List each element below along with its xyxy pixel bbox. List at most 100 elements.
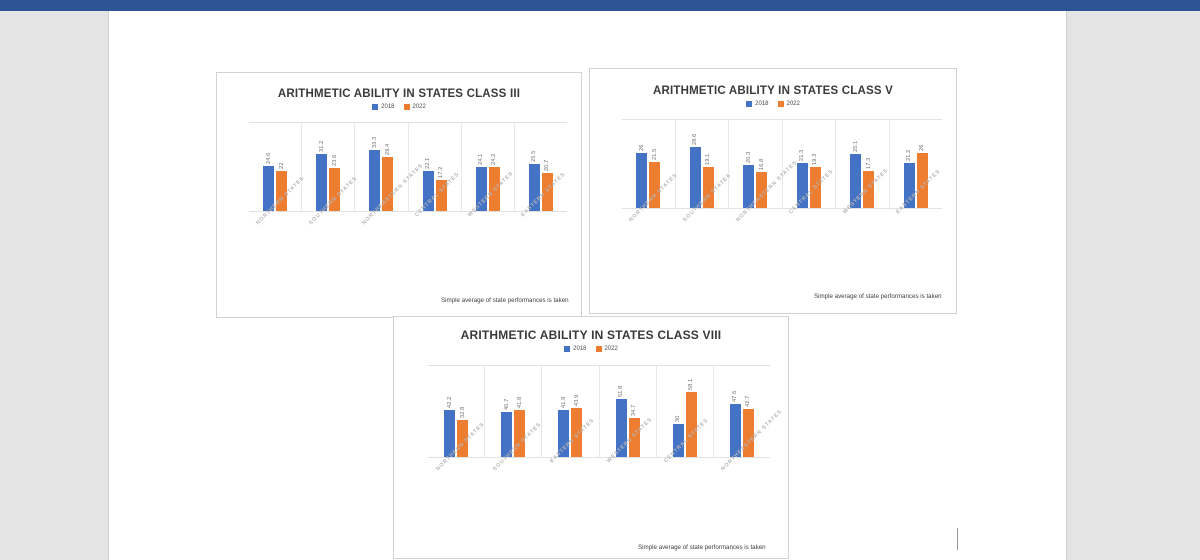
bar-2022[interactable]: 58.1 (685, 366, 697, 457)
bar-2022[interactable]: 20.7 (541, 123, 553, 211)
bar-rect (756, 172, 768, 208)
bar-rect (615, 399, 627, 457)
bar-2018[interactable]: 41.9 (558, 366, 570, 457)
bar-2018[interactable]: 40.7 (501, 366, 513, 457)
bar-2018[interactable]: 21.2 (903, 120, 915, 208)
bar-2022[interactable]: 41.8 (514, 366, 526, 457)
chart-class-iii[interactable]: ARITHMETIC ABILITY IN STATES CLASS III 2… (216, 72, 582, 318)
bar-rect (689, 147, 701, 208)
workspace-right-margin (1066, 11, 1200, 560)
bar-group: 21.3 19.3 (783, 120, 836, 208)
bar-value-label: 24.6 (265, 152, 272, 165)
chart-class-v[interactable]: ARITHMETIC ABILITY IN STATES CLASS V 201… (589, 68, 957, 314)
bar-rect (571, 407, 583, 457)
bar-rect (329, 167, 341, 211)
bar-group: 22.1 17.2 (409, 123, 462, 211)
text-cursor (957, 528, 958, 550)
bar-group: 33.3 29.4 (355, 123, 409, 211)
legend-label-2018: 2018 (381, 104, 395, 110)
bar-2018[interactable]: 28.6 (689, 120, 701, 208)
bar-2018[interactable]: 47.6 (729, 366, 741, 457)
bar-2018[interactable]: 51.8 (615, 366, 627, 457)
bar-rect (702, 167, 714, 208)
bar-2022[interactable]: 17.2 (435, 123, 447, 211)
bar-value-label: 20.7 (544, 159, 551, 172)
plot-area: 24.6 22 31.2 23.6 33.3 29.4 22.1 17.2 24.1 24.2 25… (249, 122, 567, 212)
bar-2022[interactable]: 16.8 (756, 120, 768, 208)
chart-title: ARITHMETIC ABILITY IN STATES CLASS III (277, 88, 521, 100)
bar-2022[interactable]: 29.4 (382, 123, 394, 211)
legend-swatch-2022 (595, 346, 602, 352)
bar-rect (435, 179, 447, 211)
bar-2018[interactable]: 42.2 (444, 366, 456, 457)
bar-value-label: 20.3 (745, 151, 752, 163)
bar-2022[interactable]: 22 (276, 123, 288, 211)
plot-area: 26 21.5 28.6 19.1 20.3 16.8 21.3 19.3 25.1 17.3 21… (622, 119, 942, 209)
chart-title: ARITHMETIC ABILITY IN STATES CLASS V (653, 85, 893, 97)
bar-rect (263, 166, 275, 211)
bar-group: 26 21.5 (622, 120, 676, 208)
bar-2022[interactable]: 19.3 (809, 120, 821, 208)
bar-group: 40.7 41.8 (485, 366, 543, 457)
legend-item-2018: 2018 (564, 346, 587, 352)
bar-2022[interactable]: 23.6 (329, 123, 341, 211)
bar-2022[interactable]: 21.5 (649, 120, 661, 208)
bar-rect (276, 170, 288, 211)
bar-value-label: 29.4 (384, 143, 391, 156)
bar-2022[interactable]: 17.3 (863, 120, 875, 208)
bar-rect (903, 162, 915, 208)
bar-value-label: 41.8 (516, 397, 523, 409)
bar-2018[interactable]: 33.3 (369, 123, 381, 211)
bar-2022[interactable]: 34.7 (628, 366, 640, 457)
chart-title: ARITHMETIC ABILITY IN STATES CLASS VIII (460, 328, 722, 342)
bar-rect (558, 410, 570, 457)
bar-2018[interactable]: 25.1 (850, 120, 862, 208)
bar-rect (514, 410, 526, 457)
bar-rect (422, 170, 434, 211)
bar-rect (488, 166, 500, 211)
bar-value-label: 26 (919, 144, 926, 151)
bar-group: 51.8 34.7 (600, 366, 657, 457)
chart-class-viii[interactable]: ARITHMETIC ABILITY IN STATES CLASS VIII … (393, 316, 789, 559)
bar-2022[interactable]: 26 (916, 120, 928, 208)
bar-2022[interactable]: 32.8 (457, 366, 469, 457)
bar-group: 24.1 24.2 (462, 123, 515, 211)
bar-2018[interactable]: 20.3 (743, 120, 755, 208)
bar-value-label: 42.2 (446, 396, 453, 408)
bar-2018[interactable]: 30 (672, 366, 684, 457)
bar-value-label: 19.1 (705, 153, 712, 166)
bar-rect (541, 173, 553, 211)
bar-rect (796, 162, 808, 208)
legend-item-2018: 2018 (372, 104, 395, 110)
legend-swatch-2022 (777, 101, 784, 107)
bar-2022[interactable]: 24.2 (488, 123, 500, 211)
bar-2018[interactable]: 24.1 (475, 123, 487, 211)
bar-value-label: 34.7 (631, 404, 638, 417)
bar-rect (743, 164, 755, 208)
bar-rect (729, 403, 741, 457)
chart-footnote: Simple average of state performances is … (814, 293, 942, 300)
legend-label-2022: 2022 (412, 104, 426, 110)
workspace-left-margin (0, 11, 109, 560)
bar-2018[interactable]: 21.3 (796, 120, 808, 208)
legend-swatch-2018 (372, 104, 379, 110)
bar-2018[interactable]: 22.1 (422, 123, 434, 211)
bar-rect (672, 423, 684, 457)
bar-value-label: 22.1 (425, 157, 432, 169)
bar-2018[interactable]: 31.2 (316, 123, 328, 211)
bar-2022[interactable]: 19.1 (702, 120, 714, 208)
bar-value-label: 24.1 (478, 153, 485, 165)
legend-item-2018: 2018 (746, 101, 769, 107)
bar-2018[interactable]: 25.5 (528, 123, 540, 211)
bar-2022[interactable]: 42.7 (742, 366, 754, 457)
bar-2018[interactable]: 24.6 (263, 123, 275, 211)
bar-value-label: 21.3 (799, 149, 806, 161)
bar-value-label: 30 (675, 415, 682, 422)
bar-rect (316, 153, 328, 211)
bar-group: 31.2 23.6 (302, 123, 356, 211)
bar-value-label: 21.5 (651, 148, 658, 161)
bar-2022[interactable]: 43.9 (571, 366, 583, 457)
bar-rect (501, 411, 513, 457)
chart-footnote: Simple average of state performances is … (638, 544, 766, 551)
bar-2018[interactable]: 26 (636, 120, 648, 208)
